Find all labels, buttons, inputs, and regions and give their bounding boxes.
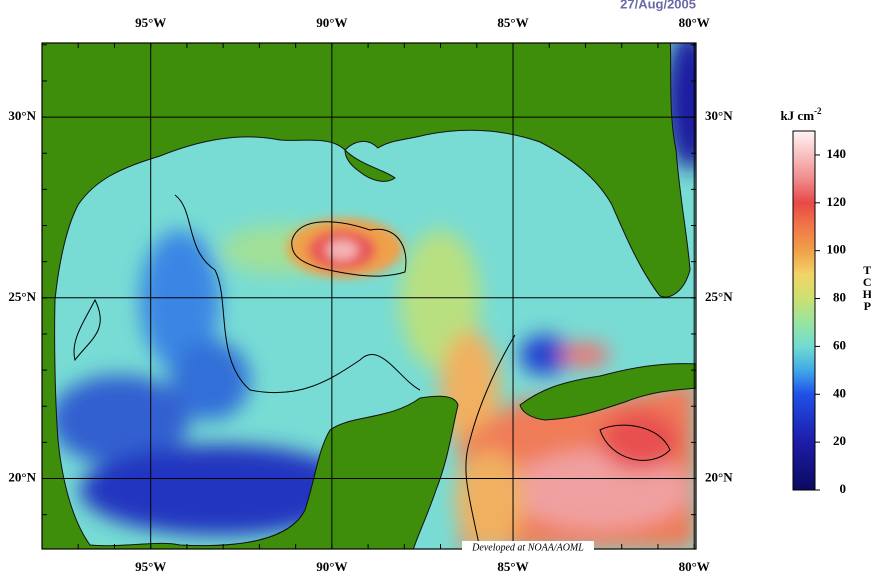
colorbar-tick-label: 100 [827,242,847,257]
lon-label-bottom: 95°W [135,559,166,574]
lon-label-top: 85°W [497,15,528,30]
colorbar-tick-label: 140 [827,146,847,161]
colorbar-tick-label: 40 [833,385,846,400]
unit-exponent: -2 [814,106,822,116]
colorbar-label: TCHP [860,263,871,311]
lon-label-bottom: 85°W [497,559,528,574]
colorbar-tick-label: 80 [833,290,846,305]
lon-label-top: 80°W [679,15,710,30]
lat-label-right: 25°N [705,289,733,304]
colorbar-tick-label: 60 [833,337,846,352]
map-frame [41,42,697,550]
colorbar-tick-label: 0 [840,481,847,496]
colorbar-unit: kJ cm-2 [780,106,822,123]
colorbar-tick-label: 120 [827,194,847,209]
lat-label-right: 20°N [705,470,733,485]
delta [344,148,396,182]
lon-label-bottom: 90°W [316,559,347,574]
cuba [519,363,696,421]
colorbar-tick-label: 20 [833,433,846,448]
lat-label-left: 25°N [8,289,36,304]
colorbar [792,130,816,491]
lon-label-top: 95°W [135,15,166,30]
land [42,43,696,549]
lat-label-left: 20°N [8,470,36,485]
contours [73,194,671,549]
warm-eddy [287,218,403,278]
land-mass [42,43,691,549]
map-date: 27/Aug/2005 [620,0,696,11]
lon-label-bottom: 80°W [679,559,710,574]
credit-box [462,541,594,554]
unit: kJ cm [780,108,814,123]
credit: Developed at NOAA/AOML [471,542,584,553]
lat-label-left: 30°N [8,108,36,123]
graticule [41,43,696,549]
map-field [42,43,696,549]
lat-label-right: 30°N [705,108,733,123]
lon-label-top: 90°W [316,15,347,30]
